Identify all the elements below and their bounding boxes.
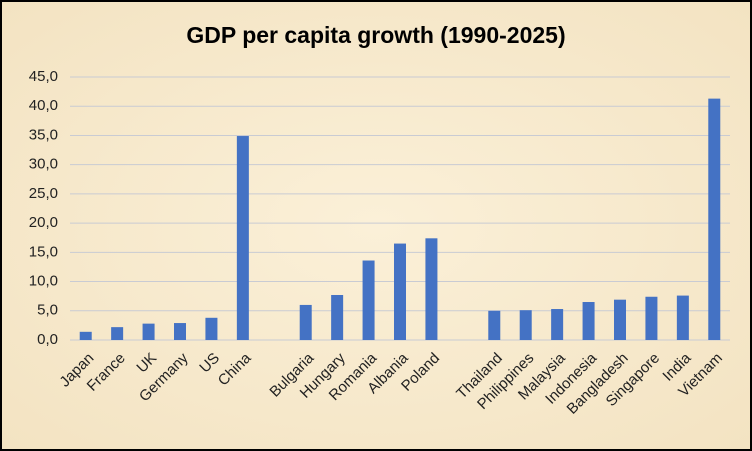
bar <box>174 323 186 340</box>
bar <box>582 302 595 340</box>
bar <box>79 331 92 340</box>
bar <box>299 304 312 340</box>
chart-title: GDP per capita growth (1990-2025) <box>186 22 565 48</box>
y-tick-label: 20,0 <box>29 214 58 231</box>
y-tick-label: 0,0 <box>37 331 58 348</box>
bar <box>425 238 438 340</box>
y-tick-label: 40,0 <box>29 97 58 114</box>
bar <box>708 98 721 340</box>
bar <box>519 310 532 340</box>
y-tick-label: 45,0 <box>29 68 58 85</box>
y-tick-label: 10,0 <box>29 273 58 290</box>
y-tick-label: 5,0 <box>37 302 58 319</box>
bar <box>551 309 564 340</box>
y-tick-label: 35,0 <box>29 126 58 143</box>
bar <box>142 323 155 340</box>
bar <box>488 310 501 340</box>
bar <box>236 136 249 340</box>
bar <box>205 317 218 340</box>
y-tick-label: 25,0 <box>29 185 58 202</box>
y-tick-label: 30,0 <box>29 156 58 173</box>
bar <box>111 327 124 340</box>
bar <box>331 294 344 340</box>
bar <box>614 299 626 340</box>
bar <box>394 243 406 340</box>
bar <box>362 260 375 340</box>
bar <box>676 295 689 340</box>
bar <box>645 296 658 340</box>
y-tick-label: 15,0 <box>29 243 58 260</box>
